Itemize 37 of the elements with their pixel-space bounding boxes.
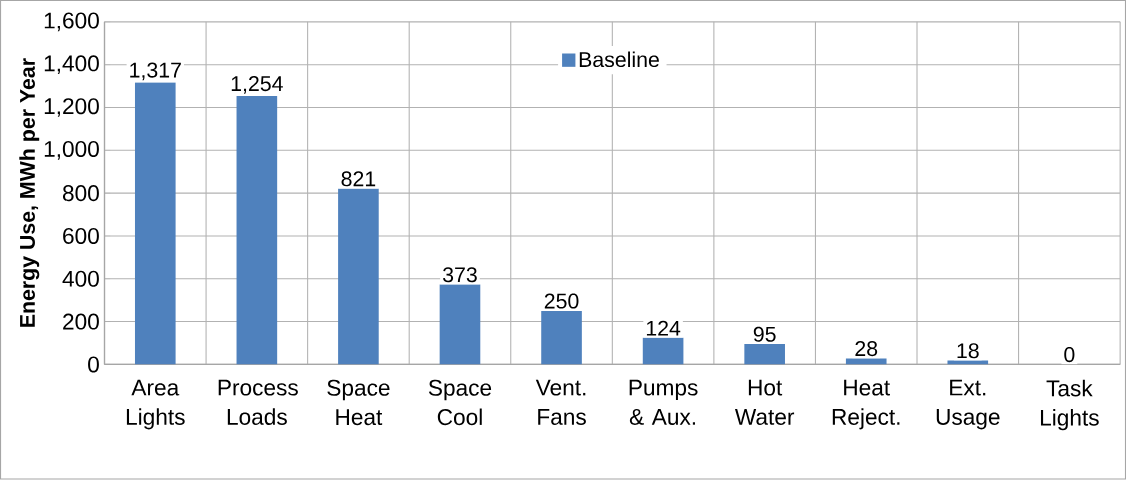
y-tick-label: 400: [62, 270, 99, 288]
x-tick-label: Vent. Fans: [535, 379, 586, 426]
x-tick-label: Ext. Usage: [936, 379, 1000, 430]
bar: [541, 311, 582, 365]
x-tick-label: Space Cool: [428, 379, 492, 426]
data-label: 250: [544, 293, 579, 309]
x-tick-label: Heat Reject.: [832, 379, 900, 430]
data-label: 28: [855, 341, 878, 357]
y-tick-label: 1,000: [44, 141, 99, 160]
data-label: 821: [341, 171, 376, 187]
y-tick-label: 1,200: [44, 98, 99, 118]
legend-label: Baseline: [579, 51, 659, 68]
y-tick-label: 1,400: [44, 55, 99, 75]
bar: [845, 358, 887, 365]
x-tick-label: Pumps & Aux.: [629, 379, 698, 426]
x-tick-label: Process Loads: [218, 379, 298, 426]
bar: [236, 96, 278, 365]
bar: [744, 344, 785, 365]
y-tick-label: 800: [62, 185, 99, 202]
data-label: 124: [646, 320, 681, 336]
y-tick-label: 200: [63, 313, 99, 330]
data-label: 1,317: [130, 62, 181, 81]
data-label: 373: [443, 267, 477, 283]
bar: [642, 338, 684, 365]
data-label: 18: [957, 343, 979, 359]
x-tick-label: Space Heat: [327, 379, 390, 426]
bar: [338, 188, 379, 365]
data-label: 0: [1064, 347, 1075, 363]
y-tick-label: 1,600: [44, 12, 99, 32]
data-label: 95: [753, 326, 776, 343]
y-tick-label: 0: [88, 356, 99, 373]
x-tick-label: Task Lights: [1040, 380, 1099, 431]
y-tick-label: 600: [63, 228, 99, 245]
y-axis-title: Energy Use, MWh per Year: [19, 58, 40, 328]
x-tick-label: Hot Water: [734, 379, 795, 426]
x-tick-label: Area Lights: [126, 379, 185, 430]
data-label: 1,254: [231, 76, 283, 94]
